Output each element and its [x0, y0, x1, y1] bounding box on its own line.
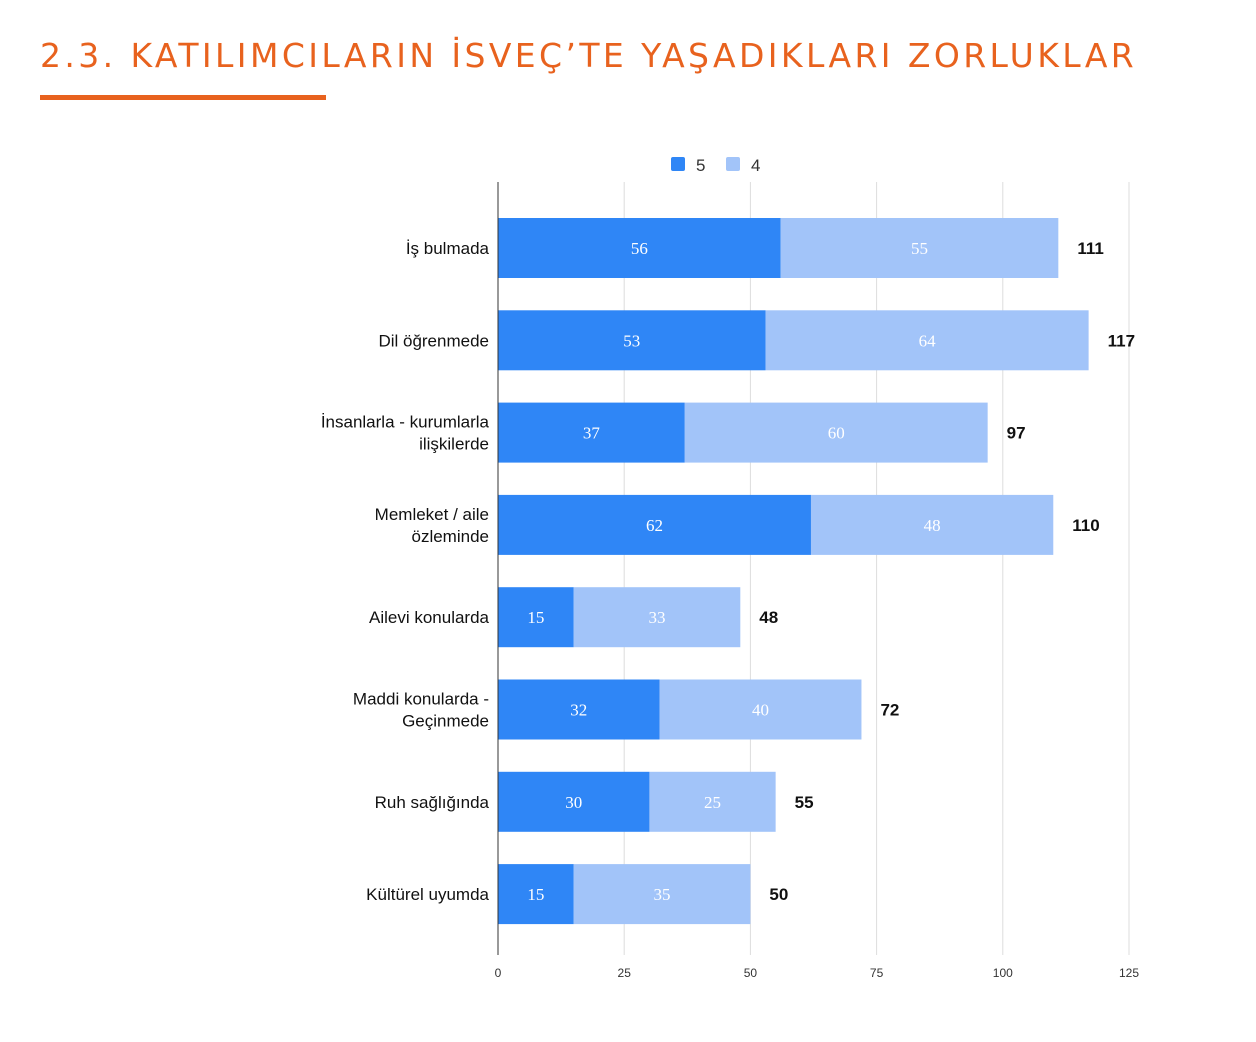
segment-value-label: 32 [570, 701, 587, 720]
legend-swatch-series-4 [726, 157, 740, 171]
bar-total-label: 50 [769, 885, 788, 904]
bar-segment-series-5 [498, 310, 766, 371]
category-label: Dil öğrenmede [378, 331, 489, 350]
segment-value-label: 25 [704, 793, 721, 812]
bar-total-label: 55 [795, 793, 814, 812]
legend-swatch-series-5 [671, 157, 685, 171]
bar-total-label: 111 [1077, 239, 1104, 258]
category-label: ilişkilerde [419, 435, 489, 454]
bar-segment-series-5 [498, 864, 574, 925]
segment-value-label: 33 [649, 608, 666, 627]
bar-segment-series-4 [684, 402, 988, 463]
segment-value-label: 62 [646, 516, 663, 535]
bar-total-label: 110 [1072, 516, 1099, 535]
bar-total-label: 72 [880, 701, 899, 720]
segment-value-label: 53 [623, 331, 640, 350]
segment-value-label: 37 [583, 424, 601, 443]
segment-value-label: 35 [654, 885, 671, 904]
bar-segment-series-5 [498, 494, 811, 555]
category-label: Geçinmede [402, 712, 489, 731]
x-tick-label: 125 [1119, 966, 1139, 980]
bar-segment-series-4 [659, 679, 862, 740]
bar-total-label: 117 [1108, 331, 1135, 350]
bar-segment-series-4 [649, 771, 776, 832]
title-underline [40, 95, 326, 100]
bar-segment-series-4 [765, 310, 1089, 371]
x-tick-label: 25 [618, 966, 632, 980]
category-label: Maddi konularda - [353, 690, 489, 709]
segment-value-label: 30 [565, 793, 582, 812]
category-label: Ruh sağlığında [375, 793, 490, 812]
segment-value-label: 55 [911, 239, 928, 258]
x-tick-label: 50 [744, 966, 758, 980]
category-label: İnsanlarla - kurumlarla [321, 413, 490, 432]
legend-label: 4 [751, 156, 760, 175]
legend-label: 5 [696, 156, 705, 175]
bar-segment-series-5 [498, 679, 660, 740]
bar-segment-series-4 [573, 587, 741, 648]
bar-segment-series-5 [498, 218, 781, 278]
x-tick-label: 100 [993, 966, 1013, 980]
bar-segment-series-5 [498, 402, 685, 463]
segment-value-label: 48 [924, 516, 941, 535]
segment-value-label: 40 [752, 701, 769, 720]
category-label: Kültürel uyumda [366, 885, 489, 904]
category-label: özleminde [412, 527, 490, 546]
bar-segment-series-5 [498, 771, 650, 832]
category-label: İş bulmada [406, 239, 490, 258]
segment-value-label: 60 [828, 424, 845, 443]
x-tick-label: 75 [870, 966, 884, 980]
bar-segment-series-4 [780, 218, 1059, 278]
bar-total-label: 48 [759, 608, 778, 627]
category-label: Ailevi konularda [369, 608, 490, 627]
x-tick-label: 0 [495, 966, 502, 980]
segment-value-label: 15 [527, 608, 544, 627]
bar-total-label: 97 [1007, 424, 1026, 443]
category-label: Memleket / aile [375, 505, 489, 524]
bar-segment-series-5 [498, 587, 574, 648]
bar-segment-series-4 [573, 864, 751, 925]
segment-value-label: 15 [527, 885, 544, 904]
bar-segment-series-4 [810, 494, 1054, 555]
segment-value-label: 64 [919, 331, 937, 350]
page-title: 2.3. KATILIMCILARIN İSVEÇ’TE YAŞADIKLARI… [40, 36, 1138, 75]
segment-value-label: 56 [631, 239, 648, 258]
